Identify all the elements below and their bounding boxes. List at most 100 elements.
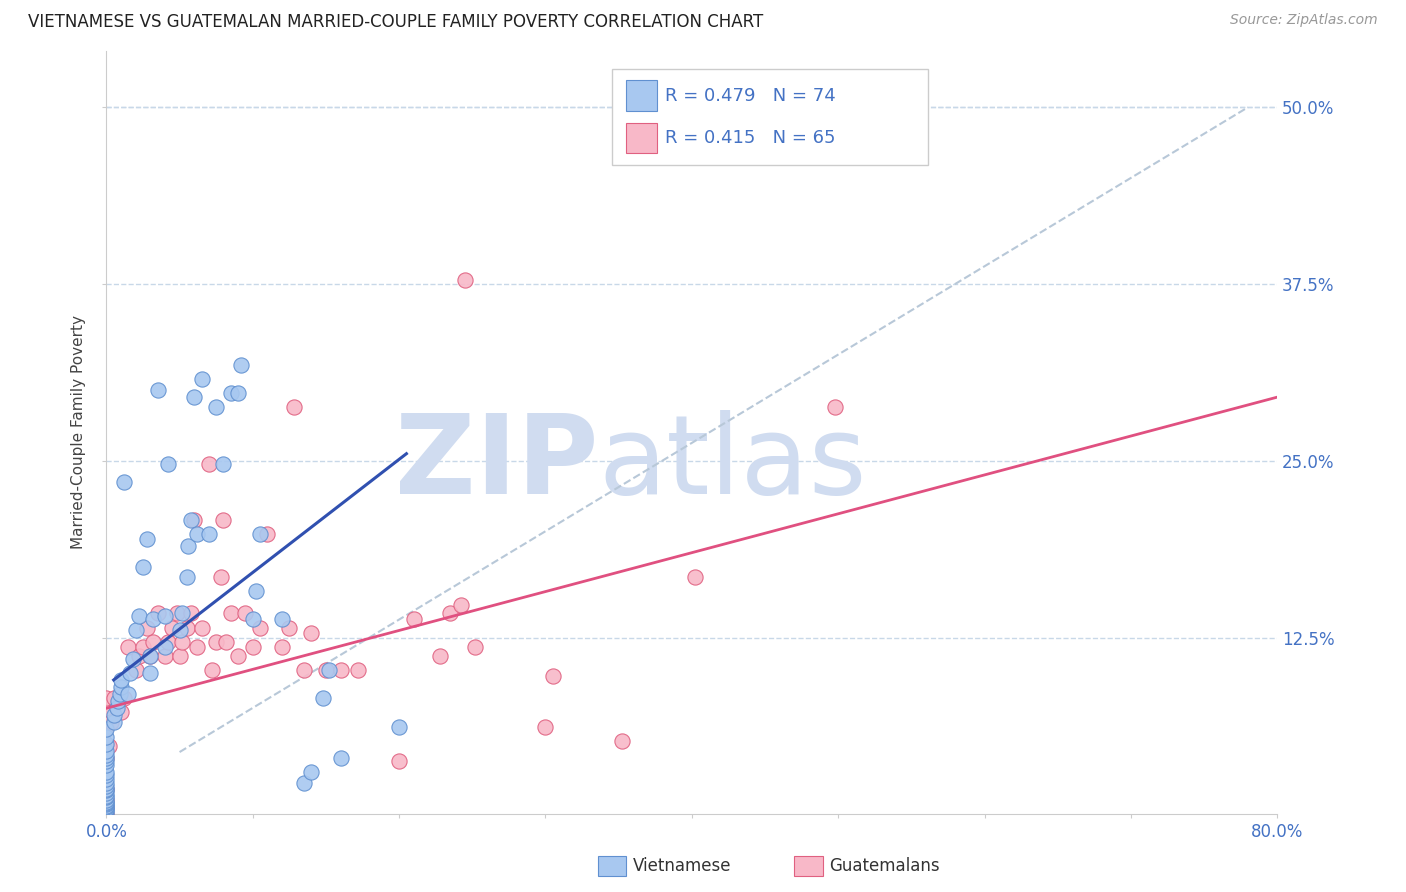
Point: [212, 457, 235, 471]
Point: [186, 527, 208, 541]
Point: [110, 680, 132, 694]
Point: [388, 720, 411, 734]
Point: [299, 764, 322, 779]
Text: Guatemalans: Guatemalans: [830, 857, 941, 875]
Point: [180, 513, 202, 527]
Point: [212, 513, 235, 527]
Point: [142, 612, 165, 626]
Point: [96, 800, 118, 814]
Text: atlas: atlas: [598, 409, 866, 516]
Point: [183, 390, 205, 404]
Point: [96, 723, 118, 737]
Point: [312, 691, 335, 706]
Point: [315, 663, 337, 677]
Point: [124, 663, 146, 677]
Point: [219, 607, 242, 621]
Point: [347, 663, 370, 677]
Point: [153, 648, 176, 663]
Point: [96, 747, 118, 762]
Point: [205, 400, 228, 414]
Point: [242, 640, 264, 655]
Point: [96, 737, 118, 751]
Point: [229, 358, 252, 372]
Point: [271, 612, 294, 626]
Point: [201, 663, 224, 677]
Point: [683, 570, 706, 584]
Point: [209, 570, 232, 584]
Point: [169, 648, 191, 663]
Point: [96, 786, 118, 800]
Point: [139, 648, 162, 663]
Y-axis label: Married-Couple Family Poverty: Married-Couple Family Poverty: [72, 316, 86, 549]
Point: [96, 795, 118, 809]
Point: [96, 706, 118, 720]
Point: [98, 739, 121, 754]
Point: [156, 634, 179, 648]
Point: [180, 607, 202, 621]
Point: [139, 665, 162, 680]
Point: [100, 715, 122, 730]
Point: [121, 651, 143, 665]
Point: [299, 626, 322, 640]
Point: [329, 663, 352, 677]
Point: [128, 609, 150, 624]
Point: [271, 640, 294, 655]
Point: [541, 669, 564, 683]
Point: [824, 400, 846, 414]
Point: [103, 691, 125, 706]
Point: [176, 621, 198, 635]
Point: [96, 793, 118, 807]
Point: [108, 687, 131, 701]
Point: [96, 800, 118, 814]
Text: VIETNAMESE VS GUATEMALAN MARRIED-COUPLE FAMILY POVERTY CORRELATION CHART: VIETNAMESE VS GUATEMALAN MARRIED-COUPLE …: [28, 13, 763, 31]
Point: [292, 663, 315, 677]
Point: [176, 570, 198, 584]
Point: [454, 273, 477, 287]
Point: [439, 607, 461, 621]
Point: [96, 790, 118, 805]
Point: [215, 634, 238, 648]
Point: [283, 400, 305, 414]
Point: [169, 624, 191, 638]
Point: [610, 733, 633, 747]
Point: [429, 648, 451, 663]
Point: [153, 640, 176, 655]
Point: [96, 789, 118, 803]
Point: [256, 527, 278, 541]
Point: [235, 607, 257, 621]
Point: [249, 527, 271, 541]
Point: [177, 539, 200, 553]
Point: [96, 802, 118, 816]
Point: [249, 621, 271, 635]
Point: [110, 706, 132, 720]
Point: [318, 663, 340, 677]
Point: [402, 612, 425, 626]
Point: [96, 750, 118, 764]
Point: [117, 687, 139, 701]
Point: [219, 385, 242, 400]
Point: [242, 612, 264, 626]
Point: [112, 475, 135, 489]
Text: R = 0.479   N = 74: R = 0.479 N = 74: [665, 87, 835, 104]
Point: [156, 457, 179, 471]
Point: [128, 648, 150, 663]
Point: [450, 598, 472, 612]
Point: [172, 607, 194, 621]
Point: [96, 754, 118, 768]
Point: [186, 640, 208, 655]
Point: [166, 607, 188, 621]
Point: [136, 532, 159, 546]
Text: ZIP: ZIP: [395, 409, 598, 516]
Point: [132, 640, 155, 655]
Point: [96, 783, 118, 797]
Text: Source: ZipAtlas.com: Source: ZipAtlas.com: [1230, 13, 1378, 28]
Point: [388, 754, 411, 768]
Point: [153, 609, 176, 624]
Point: [96, 720, 118, 734]
Point: [292, 776, 315, 790]
Point: [96, 798, 118, 813]
Point: [117, 640, 139, 655]
Point: [226, 648, 249, 663]
Point: [146, 383, 169, 397]
Point: [132, 559, 155, 574]
